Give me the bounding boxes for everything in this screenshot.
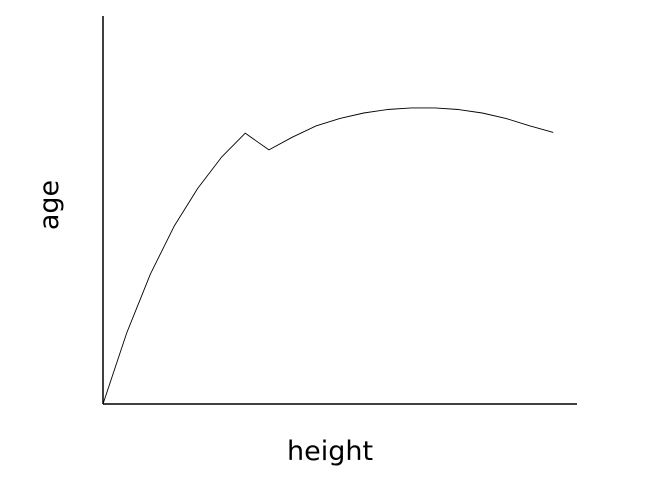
- plot-area: [102, 107, 554, 405]
- y-axis-title: age: [34, 180, 65, 230]
- x-axis-title: height: [287, 436, 373, 467]
- series-line-0: [102, 107, 554, 405]
